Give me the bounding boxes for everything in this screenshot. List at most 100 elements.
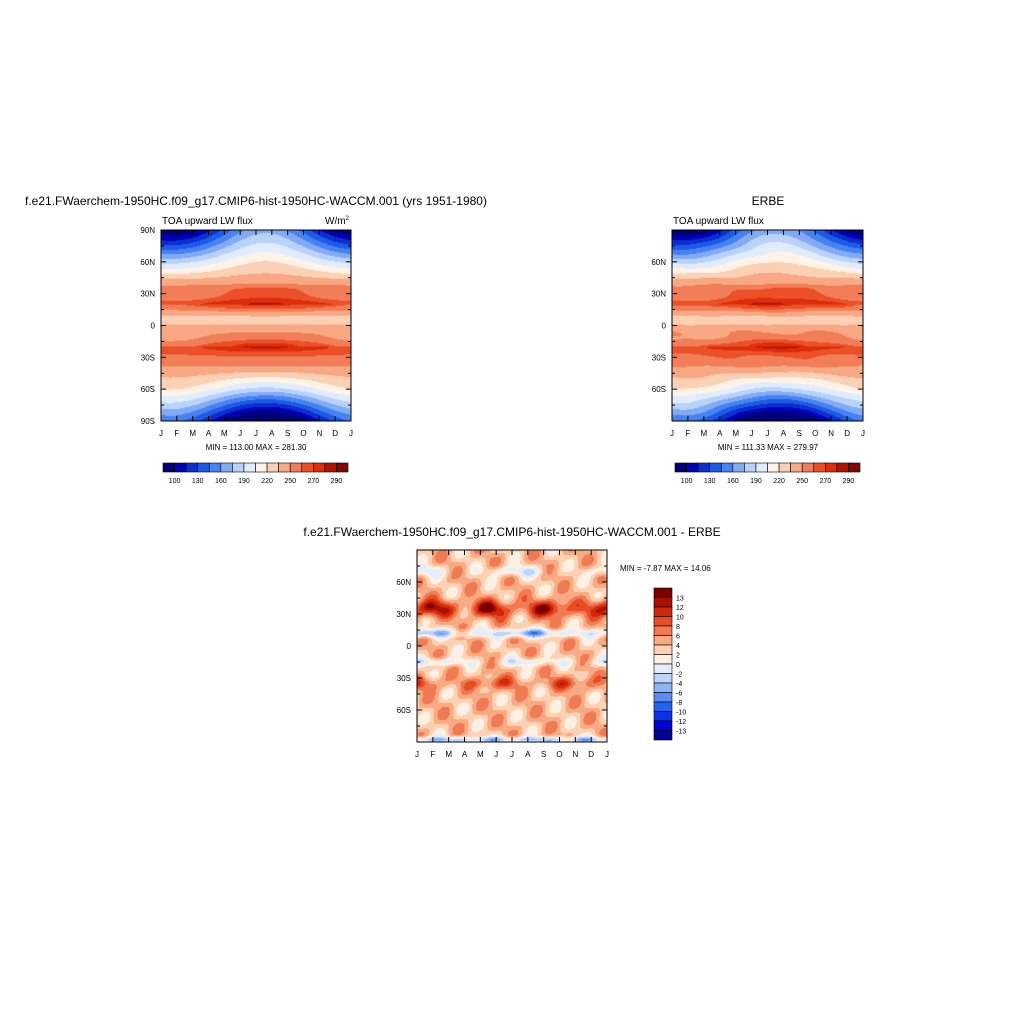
colorbar-box (255, 462, 268, 473)
colorbar-box (709, 462, 722, 473)
colorbar-box (653, 711, 673, 722)
x-tick-label: J (605, 750, 609, 759)
colorbar-box (653, 606, 673, 617)
y-tick-label: 30N (651, 290, 666, 299)
colorbar-label: 130 (192, 478, 204, 485)
x-tick-label: N (572, 750, 578, 759)
colorbar-box (836, 462, 849, 473)
y-tick-label: 0 (662, 322, 667, 331)
x-tick-label: M (732, 429, 739, 438)
colorbar-box (653, 673, 673, 684)
x-tick-label: F (174, 429, 179, 438)
y-tick-label: 60S (652, 385, 666, 394)
y-tick-label: 90N (140, 226, 155, 235)
y-tick-label: 30N (140, 290, 155, 299)
colorbar-box (653, 701, 673, 712)
colorbar-box (825, 462, 838, 473)
y-tick-label: 60N (651, 258, 666, 267)
y-tick-label: 30S (397, 674, 411, 683)
x-tick-label: A (206, 429, 212, 438)
field-raster (672, 230, 863, 421)
colorbar-label: 2 (676, 653, 680, 660)
colorbar-label: -8 (676, 700, 682, 707)
colorbar-label: -10 (676, 710, 686, 717)
colorbar-label: 190 (238, 478, 250, 485)
colorbar-box (653, 730, 673, 741)
x-tick-label: J (766, 429, 770, 438)
colorbar-box (848, 462, 861, 473)
obs-variable-label: TOA upward LW flux (673, 216, 764, 227)
obs-colorbar: 100 130 160 190 220 250 270 290 (674, 462, 861, 485)
x-tick-label: A (462, 750, 468, 759)
colorbar-box (674, 462, 687, 473)
x-tick-label: D (332, 429, 338, 438)
colorbar-label: -13 (676, 729, 686, 736)
x-tick-label: J (415, 750, 419, 759)
x-tick-label: J (494, 750, 498, 759)
field-raster (161, 230, 351, 421)
colorbar-box (778, 462, 791, 473)
colorbar-box (653, 654, 673, 665)
x-tick-label: J (238, 429, 242, 438)
colorbar-box (653, 635, 673, 646)
x-tick-label: N (316, 429, 322, 438)
colorbar-label: 12 (676, 605, 684, 612)
colorbar-label: 160 (215, 478, 227, 485)
x-tick-label: F (430, 750, 435, 759)
x-tick-label: M (445, 750, 452, 759)
colorbar-label: 0 (676, 662, 680, 669)
colorbar-box (197, 462, 210, 473)
colorbar-box (720, 462, 734, 473)
colorbar-box (266, 462, 279, 473)
x-tick-label: N (828, 429, 834, 438)
x-tick-label: J (861, 429, 865, 438)
model-panel-title: f.e21.FWaerchem-1950HC.f09_g17.CMIP6-his… (25, 194, 487, 208)
colorbar-label: 220 (261, 478, 273, 485)
model-units-label: W/m2 (325, 216, 350, 227)
colorbar-label: 270 (307, 478, 319, 485)
x-tick-label: J (510, 750, 514, 759)
colorbar-box (732, 462, 745, 473)
x-tick-label: M (700, 429, 707, 438)
colorbar-label: 6 (676, 634, 680, 641)
colorbar-box (801, 462, 815, 473)
x-tick-label: M (477, 750, 484, 759)
obs-panel-title: ERBE (752, 194, 785, 208)
colorbar-label: 13 (676, 596, 684, 603)
colorbar-box (174, 462, 187, 473)
colorbar-label: 100 (681, 478, 693, 485)
diff-panel-title: f.e21.FWaerchem-1950HC.f09_g17.CMIP6-his… (303, 525, 720, 539)
x-tick-label: J (670, 429, 674, 438)
difference-colorbar: 13 12 10 8 6 4 2 0 -2 -4 -6 -8 -10 -12 -13 (653, 587, 686, 741)
colorbar-box (755, 462, 768, 473)
x-tick-label: O (300, 429, 306, 438)
colorbar-box (185, 462, 198, 473)
colorbar-box (313, 462, 326, 473)
x-tick-label: J (159, 429, 163, 438)
colorbar-box (653, 682, 673, 693)
colorbar-box (653, 597, 673, 608)
field-raster (417, 550, 607, 742)
model-variable-label: TOA upward LW flux (162, 216, 253, 227)
x-tick-label: O (556, 750, 562, 759)
colorbar-box (653, 587, 673, 598)
colorbar-label: -6 (676, 691, 682, 698)
colorbar-box (653, 692, 673, 703)
y-tick-label: 30S (141, 353, 155, 362)
x-tick-label: S (541, 750, 546, 759)
x-tick-label: D (844, 429, 850, 438)
x-tick-label: A (269, 429, 275, 438)
colorbar-box (278, 462, 291, 473)
colorbar-box (243, 462, 256, 473)
x-tick-label: F (685, 429, 690, 438)
y-tick-label: 0 (151, 322, 156, 331)
colorbar-box (767, 462, 780, 473)
y-tick-label: 60S (397, 706, 411, 715)
diff-minmax-label: MIN = -7.87 MAX = 14.06 (620, 564, 711, 573)
colorbar-label: 160 (727, 478, 739, 485)
x-tick-label: J (750, 429, 754, 438)
